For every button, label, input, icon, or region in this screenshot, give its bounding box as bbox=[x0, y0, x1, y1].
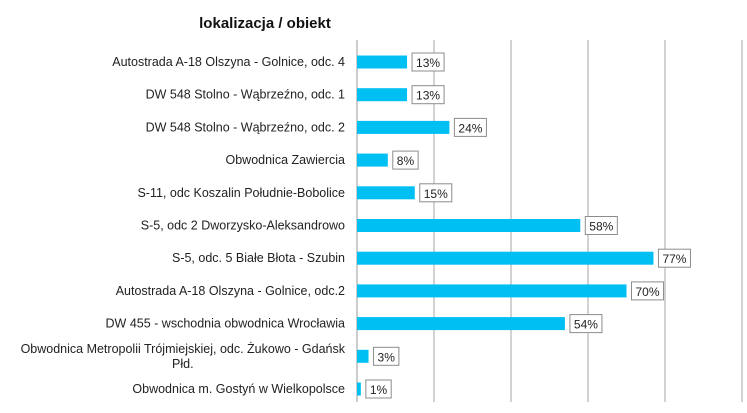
bar bbox=[357, 120, 450, 134]
data-label-text: 15% bbox=[424, 187, 448, 201]
category-label: S-11, odc Koszalin Południe-Bobolice bbox=[137, 186, 345, 200]
data-label: 24% bbox=[453, 117, 487, 137]
bar bbox=[357, 251, 654, 265]
data-label-text: 1% bbox=[370, 383, 388, 397]
category-label: DW 548 Stolno - Wąbrzeźno, odc. 1 bbox=[146, 88, 345, 102]
data-label-box bbox=[365, 379, 392, 399]
data-label-box bbox=[392, 150, 419, 170]
data-label-text: 3% bbox=[378, 350, 396, 364]
data-label: 13% bbox=[411, 85, 445, 105]
category-label: Autostrada A-18 Olszyna - Golnice, odc. … bbox=[112, 55, 345, 69]
bar bbox=[357, 349, 369, 363]
value-labels: 13% 13% 24% 8% 15% 58% 77% 70% 54% 3% 1% bbox=[365, 52, 691, 399]
bar bbox=[357, 284, 627, 298]
chart-title: lokalizacja / obiekt bbox=[199, 15, 331, 32]
data-label-text: 8% bbox=[397, 154, 415, 168]
category-label: Obwodnica Zawiercia bbox=[226, 153, 346, 167]
data-label-box bbox=[453, 117, 487, 137]
data-label-box bbox=[419, 183, 453, 203]
data-label-text: 70% bbox=[636, 285, 660, 299]
data-label-text: 54% bbox=[574, 318, 598, 332]
category-label: DW 455 - wschodnia obwodnica Wrocławia bbox=[106, 317, 346, 331]
category-label: S-5, odc 2 Dworzysko-Aleksandrowo bbox=[141, 219, 345, 233]
data-label-text: 13% bbox=[416, 89, 440, 103]
category-labels: Autostrada A-18 Olszyna - Golnice, odc. … bbox=[21, 55, 346, 396]
category-label: DW 548 Stolno - Wąbrzeźno, odc. 2 bbox=[146, 120, 345, 134]
category-label: Obwodnica Metropolii Trójmiejskiej, odc.… bbox=[21, 342, 346, 371]
data-label: 13% bbox=[411, 52, 445, 72]
bar bbox=[357, 219, 581, 232]
category-label: Obwodnica m. Gostyń w Wielkopolsce bbox=[132, 382, 345, 396]
data-label: 15% bbox=[419, 183, 453, 203]
data-label-box bbox=[631, 281, 665, 301]
data-label-box bbox=[657, 248, 691, 268]
data-label-text: 24% bbox=[458, 121, 482, 135]
data-label-text: 13% bbox=[416, 56, 440, 70]
data-label: 8% bbox=[392, 150, 419, 170]
data-label-text: 58% bbox=[589, 220, 613, 234]
bar bbox=[357, 88, 408, 102]
data-label: 77% bbox=[657, 248, 691, 268]
bar bbox=[357, 317, 565, 331]
bar bbox=[357, 382, 361, 396]
data-label-box bbox=[584, 216, 618, 235]
bars bbox=[357, 55, 654, 396]
category-label: Autostrada A-18 Olszyna - Golnice, odc.2 bbox=[116, 284, 345, 298]
data-label-box bbox=[411, 85, 445, 105]
bar bbox=[357, 153, 388, 167]
bar bbox=[357, 186, 415, 200]
data-label-box bbox=[569, 314, 603, 334]
data-label: 58% bbox=[584, 216, 618, 235]
data-label-box bbox=[373, 346, 400, 366]
data-label-text: 77% bbox=[662, 252, 686, 266]
data-label: 3% bbox=[373, 346, 400, 366]
category-label: S-5, odc. 5 Białe Błota - Szubin bbox=[172, 251, 345, 265]
data-label-box bbox=[411, 52, 445, 72]
data-label: 70% bbox=[631, 281, 665, 301]
data-label: 1% bbox=[365, 379, 392, 399]
bar bbox=[357, 55, 408, 69]
data-label: 54% bbox=[569, 314, 603, 334]
